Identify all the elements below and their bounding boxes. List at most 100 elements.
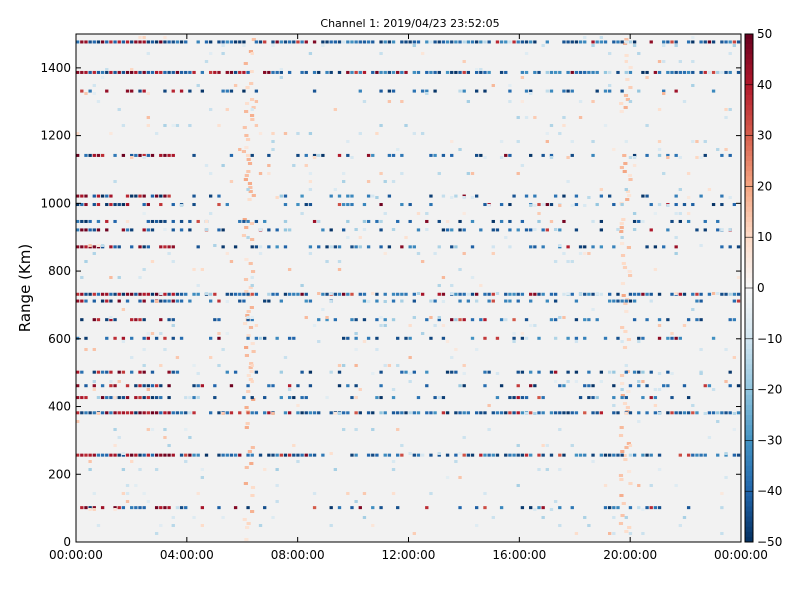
heatmap-cell: [350, 292, 354, 296]
heatmap-cell: [728, 228, 732, 231]
heatmap-cell: [138, 318, 142, 322]
heatmap-cell: [441, 292, 446, 296]
heatmap-cell: [487, 299, 491, 303]
heatmap-cell: [204, 40, 209, 44]
heatmap-cell: [728, 40, 732, 44]
heatmap-cell: [312, 89, 317, 93]
heatmap-cell: [130, 70, 134, 74]
heatmap-cell: [354, 364, 358, 367]
heatmap-cell: [249, 222, 254, 225]
heatmap-cell: [362, 219, 367, 223]
heatmap-cell: [545, 203, 549, 207]
heatmap-cell: [608, 370, 612, 374]
heatmap-cell: [113, 245, 117, 249]
heatmap-cell: [458, 318, 462, 322]
heatmap-cell: [246, 390, 251, 393]
heatmap-cell: [238, 453, 242, 457]
heatmap-cell: [618, 434, 624, 437]
heatmap-cell: [391, 299, 396, 303]
heatmap-cell: [491, 252, 495, 255]
heatmap-cell: [686, 172, 691, 175]
heatmap-cell: [716, 70, 720, 74]
heatmap-cell: [138, 299, 142, 303]
heatmap-cell: [287, 396, 292, 400]
heatmap-cell: [246, 158, 251, 161]
heatmap-cell: [475, 70, 479, 74]
heatmap-cell: [175, 124, 180, 127]
heatmap-cell: [657, 108, 662, 111]
heatmap-cell: [167, 318, 171, 322]
heatmap-cell: [412, 44, 416, 47]
heatmap-cell: [130, 153, 134, 157]
heatmap-cell: [479, 40, 483, 44]
heatmap-cell: [616, 453, 620, 457]
heatmap-cell: [362, 318, 367, 322]
heatmap-cell: [628, 444, 633, 447]
heatmap-cell: [566, 370, 570, 374]
heatmap-cell: [121, 411, 126, 415]
heatmap-cell: [121, 228, 126, 232]
heatmap-cell: [682, 100, 687, 103]
heatmap-cell: [84, 336, 88, 340]
heatmap-cell: [578, 100, 583, 103]
heatmap-cell: [699, 244, 703, 247]
heatmap-cell: [154, 396, 159, 400]
heatmap-cell: [362, 340, 367, 343]
heatmap-cell: [279, 40, 283, 44]
heatmap-cell: [275, 468, 279, 471]
heatmap-cell: [196, 40, 200, 44]
heatmap-cell: [279, 453, 283, 457]
heatmap-cell: [354, 348, 358, 351]
heatmap-cell: [603, 484, 608, 487]
heatmap-cell: [400, 172, 404, 175]
heatmap-cell: [408, 324, 412, 327]
heatmap-cell: [566, 245, 570, 249]
heatmap-cell: [321, 292, 325, 296]
heatmap-cell: [362, 100, 367, 103]
heatmap-cell: [736, 384, 741, 388]
heatmap-cell: [628, 453, 633, 457]
heatmap-cell: [728, 318, 732, 322]
heatmap-cell: [130, 336, 134, 340]
heatmap-cell: [645, 411, 649, 415]
heatmap-cell: [254, 40, 259, 44]
heatmap-cell: [84, 203, 88, 207]
heatmap-cell: [249, 114, 255, 117]
heatmap-cell: [113, 153, 117, 157]
heatmap-cell: [674, 484, 678, 487]
heatmap-cell: [628, 40, 633, 44]
heatmap-cell: [308, 252, 313, 255]
heatmap-cell: [258, 252, 263, 255]
heatmap-cell: [624, 60, 628, 63]
heatmap-cell: [192, 292, 196, 296]
heatmap-cell: [570, 153, 574, 157]
heatmap-cell: [84, 153, 88, 157]
heatmap-cell: [720, 506, 724, 510]
heatmap-cell: [612, 299, 616, 303]
heatmap-cell: [184, 428, 188, 431]
heatmap-cell: [591, 100, 595, 103]
heatmap-cell: [308, 52, 313, 55]
heatmap-cell: [171, 228, 175, 232]
heatmap-cell: [549, 203, 554, 207]
heatmap-cell: [632, 370, 637, 374]
heatmap-cell: [674, 89, 678, 93]
heatmap-cell: [529, 453, 533, 457]
colorbar-segment: [745, 364, 753, 370]
heatmap-cell: [100, 76, 105, 79]
x-tick-label: 00:00:00: [49, 548, 103, 562]
heatmap-cell: [387, 40, 392, 44]
heatmap-cell: [625, 98, 630, 101]
heatmap-cell: [358, 132, 362, 135]
heatmap-cell: [674, 292, 678, 295]
colorbar-segment: [745, 257, 753, 264]
heatmap-cell: [188, 228, 192, 232]
heatmap-cell: [645, 453, 649, 457]
heatmap-cell: [279, 70, 283, 74]
heatmap-cell: [379, 245, 383, 249]
heatmap-cell: [204, 164, 209, 167]
heatmap-cell: [250, 510, 255, 513]
heatmap-cell: [553, 228, 558, 231]
heatmap-cell: [628, 384, 633, 388]
heatmap-cell: [632, 299, 637, 303]
